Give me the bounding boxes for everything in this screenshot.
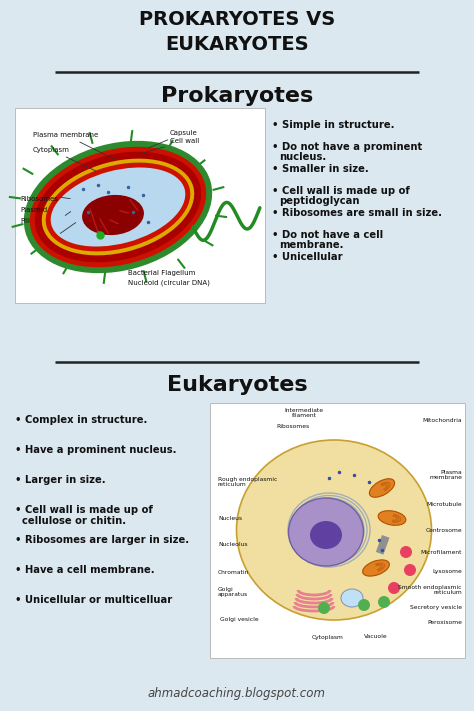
Ellipse shape bbox=[378, 510, 406, 525]
Ellipse shape bbox=[46, 163, 190, 252]
Text: • Do not have a cell: • Do not have a cell bbox=[272, 230, 383, 240]
Text: ahmadcoaching.blogspot.com: ahmadcoaching.blogspot.com bbox=[148, 687, 326, 700]
Text: Prokaryotes: Prokaryotes bbox=[161, 86, 313, 106]
Text: • Ribosomes are small in size.: • Ribosomes are small in size. bbox=[272, 208, 442, 218]
Text: Microtubule: Microtubule bbox=[427, 503, 462, 508]
Text: Nucleus: Nucleus bbox=[218, 515, 242, 520]
Text: • Larger in size.: • Larger in size. bbox=[15, 475, 106, 485]
Ellipse shape bbox=[30, 146, 206, 267]
Text: • Have a prominent nucleus.: • Have a prominent nucleus. bbox=[15, 445, 176, 455]
Text: Ribosomes: Ribosomes bbox=[20, 196, 58, 202]
Ellipse shape bbox=[35, 151, 201, 262]
Text: • Have a cell membrane.: • Have a cell membrane. bbox=[15, 565, 155, 575]
Bar bbox=[376, 535, 390, 555]
Circle shape bbox=[404, 564, 416, 576]
Ellipse shape bbox=[310, 521, 342, 549]
Text: Smooth endoplasmic
reticulum: Smooth endoplasmic reticulum bbox=[399, 584, 462, 595]
Text: PROKARYOTES VS
EUKARYOTES: PROKARYOTES VS EUKARYOTES bbox=[139, 10, 335, 54]
Text: Centrosome: Centrosome bbox=[425, 528, 462, 533]
Text: • Cell wall is made up of: • Cell wall is made up of bbox=[272, 186, 410, 196]
Ellipse shape bbox=[51, 168, 185, 247]
Text: Eukaryotes: Eukaryotes bbox=[167, 375, 307, 395]
Text: Cell wall: Cell wall bbox=[139, 138, 199, 154]
Ellipse shape bbox=[341, 589, 363, 607]
Text: • Unicellular or multicelluar: • Unicellular or multicelluar bbox=[15, 595, 172, 605]
Circle shape bbox=[388, 582, 400, 594]
Text: Ribosomes: Ribosomes bbox=[276, 424, 309, 429]
Text: Peroxisome: Peroxisome bbox=[427, 621, 462, 626]
Text: Golgi vesicle: Golgi vesicle bbox=[220, 617, 259, 623]
Ellipse shape bbox=[82, 195, 144, 235]
Text: Nucleolus: Nucleolus bbox=[218, 542, 247, 547]
Circle shape bbox=[358, 599, 370, 611]
Ellipse shape bbox=[289, 498, 364, 566]
Text: Golgi
apparatus: Golgi apparatus bbox=[218, 587, 248, 597]
Text: cellulose or chitin.: cellulose or chitin. bbox=[22, 515, 126, 525]
Text: Plasma
membrane: Plasma membrane bbox=[429, 469, 462, 481]
Text: • Ribosomes are larger in size.: • Ribosomes are larger in size. bbox=[15, 535, 189, 545]
Text: Plasma membrane: Plasma membrane bbox=[33, 132, 116, 160]
Ellipse shape bbox=[24, 141, 212, 273]
Circle shape bbox=[400, 546, 412, 558]
Text: Cytoplasm: Cytoplasm bbox=[312, 634, 344, 639]
Bar bbox=[210, 403, 465, 658]
Text: Bacterial Flagellum: Bacterial Flagellum bbox=[128, 270, 195, 276]
Ellipse shape bbox=[363, 560, 389, 576]
Text: • Do not have a prominent: • Do not have a prominent bbox=[272, 142, 422, 152]
Text: Pili: Pili bbox=[20, 218, 30, 224]
Text: Cytoplasm: Cytoplasm bbox=[33, 147, 95, 171]
Text: nucleus.: nucleus. bbox=[279, 152, 326, 163]
Text: Mitochondria: Mitochondria bbox=[422, 419, 462, 424]
Text: Chromatin: Chromatin bbox=[218, 570, 249, 574]
Text: • Unicellular: • Unicellular bbox=[272, 252, 343, 262]
Text: Microfilament: Microfilament bbox=[420, 550, 462, 555]
Circle shape bbox=[378, 596, 390, 608]
Text: Intermediate
filament: Intermediate filament bbox=[284, 407, 323, 418]
Ellipse shape bbox=[42, 159, 194, 255]
Circle shape bbox=[318, 602, 330, 614]
Ellipse shape bbox=[369, 479, 395, 497]
Text: • Complex in structure.: • Complex in structure. bbox=[15, 415, 147, 425]
Text: • Simple in structure.: • Simple in structure. bbox=[272, 120, 394, 130]
Text: • Cell wall is made up of: • Cell wall is made up of bbox=[15, 505, 153, 515]
Text: peptidoglycan: peptidoglycan bbox=[279, 196, 359, 206]
Text: • Smaller in size.: • Smaller in size. bbox=[272, 164, 369, 174]
Ellipse shape bbox=[237, 440, 431, 620]
Text: Vacuole: Vacuole bbox=[364, 634, 388, 639]
Text: Plasmid: Plasmid bbox=[20, 207, 47, 213]
Bar bbox=[15, 108, 265, 303]
Text: Rough endoplasmic
reticulum: Rough endoplasmic reticulum bbox=[218, 476, 277, 488]
Text: Secretory vesicle: Secretory vesicle bbox=[410, 606, 462, 611]
Text: membrane.: membrane. bbox=[279, 240, 344, 250]
Text: Nucleoid (circular DNA): Nucleoid (circular DNA) bbox=[128, 280, 210, 287]
Text: Lysosome: Lysosome bbox=[432, 570, 462, 574]
Text: Capsule: Capsule bbox=[148, 130, 198, 148]
